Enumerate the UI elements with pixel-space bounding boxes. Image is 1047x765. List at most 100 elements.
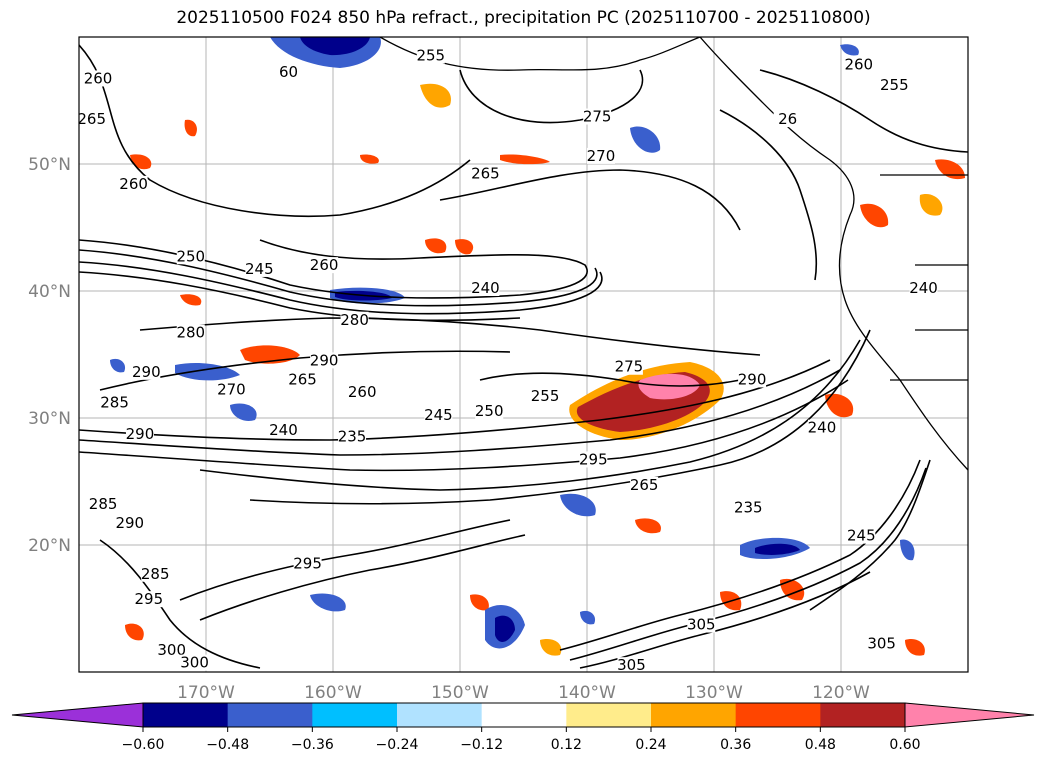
contour-line bbox=[719, 109, 818, 281]
contour-label-bg bbox=[84, 70, 113, 87]
contour-label-bg bbox=[310, 352, 339, 369]
lon-label: 140°W bbox=[558, 683, 616, 703]
contour-label: 265 bbox=[630, 476, 659, 494]
contour-label-bg bbox=[125, 426, 154, 443]
contour-label-bg bbox=[475, 403, 504, 420]
contour-line bbox=[179, 519, 511, 601]
contour-label-bg bbox=[583, 108, 612, 125]
lon-label: 130°W bbox=[685, 683, 743, 703]
contour-label: 270 bbox=[587, 147, 616, 165]
lat-label: 40°N bbox=[28, 282, 71, 302]
contour-label: 305 bbox=[687, 616, 716, 634]
precip-blob bbox=[360, 154, 379, 164]
lat-label: 30°N bbox=[28, 409, 71, 429]
contour-label-bg bbox=[141, 565, 170, 582]
contour-label: 60 bbox=[279, 63, 298, 81]
precip-blob bbox=[184, 119, 197, 137]
contour-label: 240 bbox=[269, 421, 298, 439]
colorbar-tick-label: 0.48 bbox=[805, 737, 836, 753]
contour-label-bg bbox=[157, 641, 186, 658]
contour-line bbox=[139, 317, 761, 356]
contour-label: 285 bbox=[141, 565, 170, 583]
contour-label-bg bbox=[293, 555, 322, 572]
contour-label: 285 bbox=[100, 393, 129, 411]
lon-label: 120°W bbox=[812, 683, 870, 703]
colorbar-tick-label: 0.36 bbox=[720, 737, 751, 753]
contour-label: 240 bbox=[471, 279, 500, 297]
contour-label-bg bbox=[340, 311, 369, 328]
precip-blob bbox=[635, 518, 661, 534]
colorbar-segment bbox=[227, 703, 313, 727]
contour-line bbox=[249, 329, 871, 505]
contour-line bbox=[439, 169, 741, 231]
contour-label: 300 bbox=[180, 654, 209, 672]
contour-label-bg bbox=[909, 280, 938, 296]
contour-label: 245 bbox=[424, 406, 453, 424]
colorbar-tick-label: −0.36 bbox=[291, 737, 334, 753]
colorbar-extend-min bbox=[11, 702, 144, 728]
contour-line bbox=[79, 44, 471, 217]
lon-label: 160°W bbox=[304, 683, 362, 703]
contour-label-bg bbox=[738, 371, 767, 388]
contour-label: 250 bbox=[176, 247, 205, 265]
colorbar: −0.60 −0.48 −0.36 −0.24 −0.12 0.12 0.24 0.36 0.4… bbox=[11, 702, 1035, 753]
precip-blob bbox=[500, 154, 550, 165]
contour-label-bg bbox=[416, 47, 445, 64]
contour-line bbox=[759, 69, 968, 153]
contour-label: 290 bbox=[126, 425, 155, 443]
precip-blob bbox=[919, 194, 943, 216]
contour-label: 290 bbox=[310, 351, 339, 369]
contour-label: 240 bbox=[909, 279, 938, 297]
contour-label-bg bbox=[424, 407, 453, 423]
contour-label: 255 bbox=[531, 387, 560, 405]
state-boundaries bbox=[880, 174, 968, 381]
contour-label-bg bbox=[630, 476, 659, 493]
precip-blob bbox=[905, 639, 925, 656]
contour-label-bg bbox=[134, 591, 163, 608]
contour-label-bg bbox=[531, 387, 560, 404]
contour-label: 255 bbox=[880, 76, 909, 94]
contour-label-bg bbox=[176, 248, 205, 265]
colorbar-segment bbox=[735, 703, 821, 727]
precip-blob bbox=[425, 238, 447, 254]
precip-blob bbox=[825, 393, 854, 418]
lat-label: 50°N bbox=[28, 155, 71, 175]
contour-label: 275 bbox=[615, 358, 644, 376]
contour-label: 250 bbox=[475, 402, 504, 420]
contour-label-bg bbox=[310, 257, 339, 274]
contour-line bbox=[559, 459, 921, 651]
precip-blob bbox=[300, 37, 370, 56]
colorbar-tick-label: 0.60 bbox=[889, 737, 920, 753]
longitude-labels: 170°W 160°W 150°W 140°W 130°W 120°W bbox=[177, 683, 870, 703]
contour-line bbox=[79, 369, 841, 456]
contour-line bbox=[79, 271, 521, 322]
contour-label: 290 bbox=[132, 363, 161, 381]
contour-label-bg bbox=[844, 56, 873, 73]
colorbar-tick-label: −0.60 bbox=[122, 737, 165, 753]
contour-label: 295 bbox=[135, 590, 164, 608]
precip-blob bbox=[780, 578, 805, 601]
map-title: 2025110500 F024 850 hPa refract., precip… bbox=[176, 8, 871, 28]
colorbar-tick-label: 0.12 bbox=[551, 737, 582, 753]
precip-blob bbox=[420, 83, 451, 108]
contour-label: 280 bbox=[340, 311, 369, 329]
colorbar-segment bbox=[566, 703, 652, 727]
contour-label-bg bbox=[288, 371, 317, 388]
contour-label: 270 bbox=[217, 381, 246, 399]
precip-blob bbox=[630, 126, 661, 153]
contour-label: 305 bbox=[867, 635, 896, 653]
contour-label: 245 bbox=[245, 260, 274, 278]
contour-label-bg bbox=[115, 514, 144, 531]
contour-label: 255 bbox=[416, 47, 445, 65]
colorbar-segment bbox=[651, 703, 737, 727]
contour-label-bg bbox=[471, 280, 500, 296]
contour-label-bg bbox=[176, 324, 205, 341]
contour-label: 295 bbox=[579, 450, 608, 468]
contour-label-bg bbox=[79, 111, 106, 128]
lat-label: 20°N bbox=[28, 536, 71, 556]
contour-label: 275 bbox=[583, 108, 612, 126]
contour-label-bg bbox=[119, 175, 148, 192]
contour-line bbox=[79, 261, 603, 315]
contour-label-bg bbox=[579, 451, 608, 468]
